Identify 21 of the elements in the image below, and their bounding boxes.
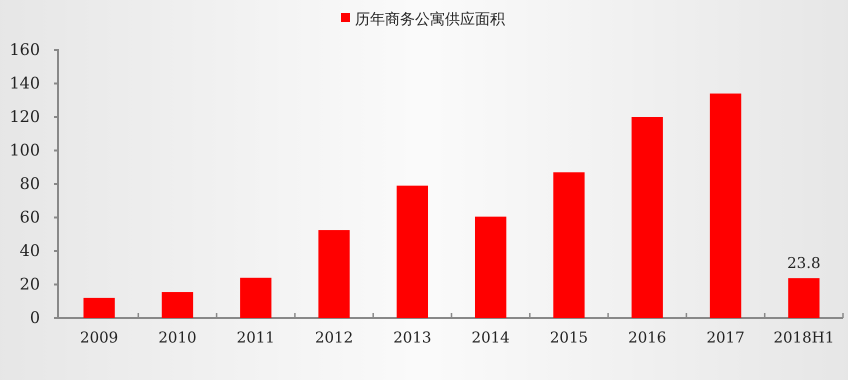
x-tick-label: 2011 [236,328,275,347]
data-label: 23.8 [787,254,821,272]
x-tick-label: 2015 [550,328,588,347]
y-tick-label: 20 [20,274,40,294]
x-tick-label: 2012 [314,328,354,347]
y-tick-label: 160 [9,40,40,60]
y-tick-label: 100 [9,140,40,160]
y-tick-label: 60 [20,208,40,227]
y-tick-label: 0 [30,308,40,328]
x-tick-label: 2016 [628,328,666,347]
y-tick-label: 140 [9,74,40,93]
x-tick-label: 2017 [706,328,745,347]
y-tick-label: 40 [20,241,40,260]
x-tick-label: 2018H1 [773,328,834,347]
x-tick-label: 2014 [472,328,510,347]
x-tick-label: 2009 [80,328,118,347]
y-tick-label: 80 [20,174,40,194]
legend-label: 历年商务公寓供应面积 [355,10,505,28]
x-tick-label: 2013 [393,328,432,347]
x-tick-label: 2010 [158,328,197,347]
y-tick-label: 120 [9,107,40,126]
